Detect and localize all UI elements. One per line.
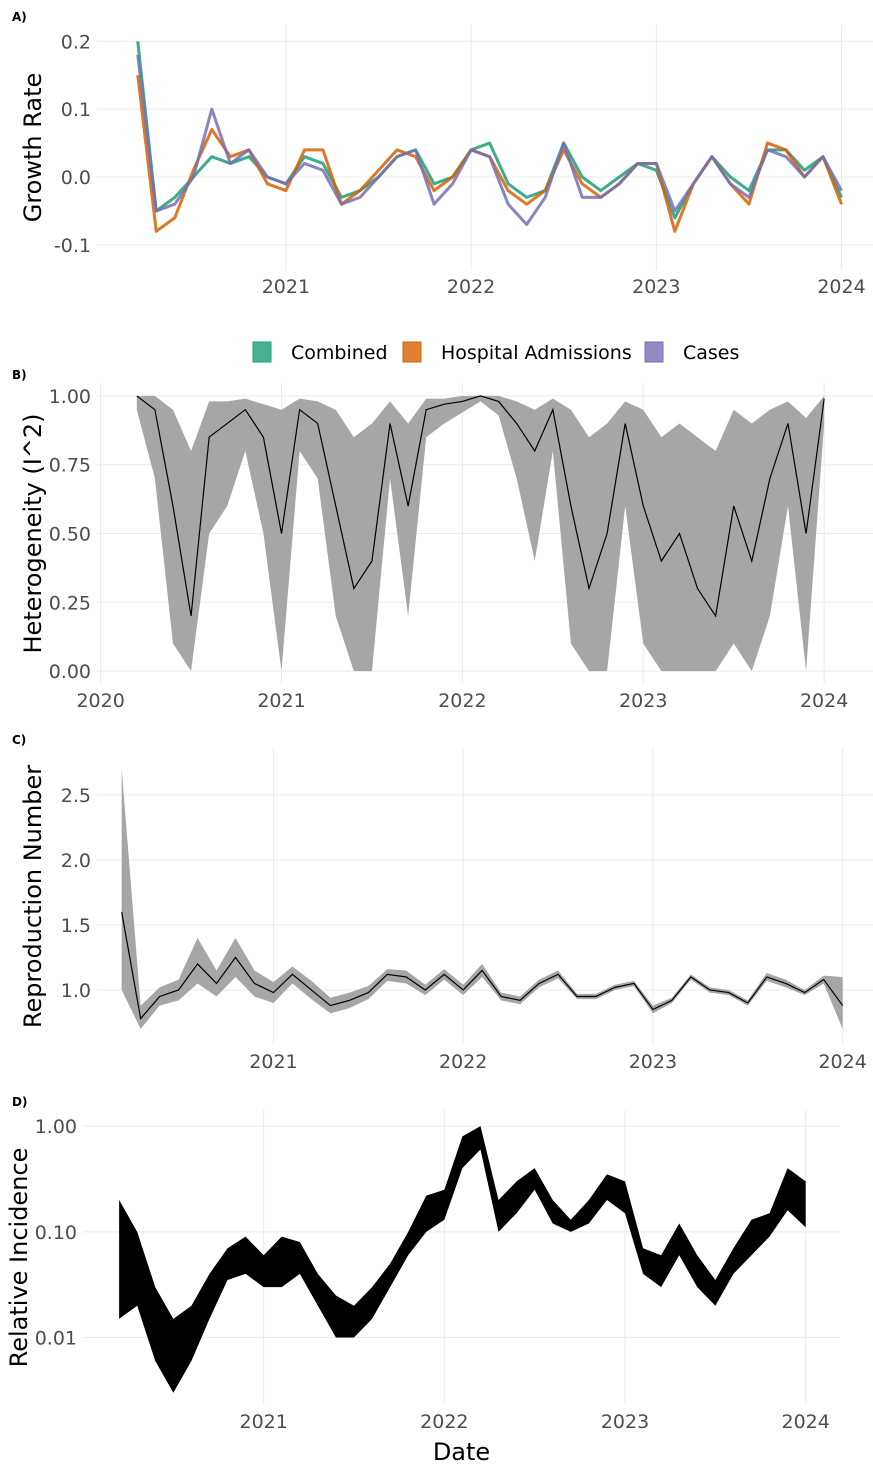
x-tick-label: 2023 bbox=[601, 1411, 649, 1433]
x-tick-label: 2023 bbox=[629, 1051, 677, 1073]
y-tick-label: 0.25 bbox=[49, 592, 91, 614]
y-tick-label: 2.0 bbox=[61, 850, 91, 872]
ribbon bbox=[136, 395, 825, 672]
y-axis-title: Relative Incidence bbox=[5, 1148, 33, 1368]
y-axis-title: Reproduction Number bbox=[19, 765, 47, 1028]
x-tick-label: 2022 bbox=[439, 1051, 487, 1073]
ribbon bbox=[121, 768, 843, 1029]
y-tick-label: 0.75 bbox=[49, 455, 91, 477]
x-tick-label: 2024 bbox=[817, 276, 865, 298]
y-tick-label: 0.01 bbox=[35, 1328, 77, 1350]
x-tick-label: 2021 bbox=[249, 1051, 297, 1073]
y-tick-label: 1.5 bbox=[61, 915, 91, 937]
legend-swatch bbox=[644, 341, 664, 363]
ribbon bbox=[119, 1126, 806, 1393]
x-tick-label: 2024 bbox=[818, 1051, 866, 1073]
x-tick-label: 2022 bbox=[447, 276, 495, 298]
y-tick-label: -0.1 bbox=[54, 235, 91, 257]
x-tick-label: 2022 bbox=[420, 1411, 468, 1433]
x-tick-label: 2020 bbox=[76, 690, 124, 712]
estimate-line bbox=[136, 395, 825, 618]
x-tick-label: 2023 bbox=[619, 690, 667, 712]
legend-swatch bbox=[252, 341, 272, 363]
x-tick-label: 2023 bbox=[632, 276, 680, 298]
y-tick-label: 0.1 bbox=[61, 99, 91, 121]
y-tick-label: 0.00 bbox=[49, 661, 91, 683]
y-axis-title: Heterogeneity (I^2) bbox=[19, 413, 47, 653]
panel-label: D) bbox=[12, 1095, 27, 1109]
x-tick-label: 2024 bbox=[800, 690, 848, 712]
panel-label: B) bbox=[12, 368, 27, 382]
panel: 1.00 0.75 0.50 0.25 0.00 2020 2021 2022 2023 2024… bbox=[12, 368, 873, 712]
estimate-line bbox=[121, 911, 844, 1020]
panel-label: A) bbox=[12, 10, 27, 24]
legend-label: Combined bbox=[291, 342, 388, 364]
y-tick-label: 1.00 bbox=[49, 386, 91, 408]
panel-label: C) bbox=[12, 733, 26, 747]
x-tick-label: 2021 bbox=[262, 276, 310, 298]
panel: 2.5 2.0 1.5 1.0 2021 2022 2023 2024 C) Reproducti… bbox=[12, 733, 873, 1073]
legend-label: Hospital Admissions bbox=[441, 342, 632, 364]
x-tick-label: 2024 bbox=[781, 1411, 829, 1433]
y-tick-label: 2.5 bbox=[61, 785, 91, 807]
panel: 1.00 0.10 0.01 2021 2022 2023 2024 D) Relative I… bbox=[5, 1095, 840, 1465]
panel: 0.2 0.1 0.0 -0.1 2021 2022 2023 2024 A) Growth Ra… bbox=[12, 10, 873, 298]
y-tick-label: 0.50 bbox=[49, 524, 91, 546]
y-tick-label: 0.10 bbox=[35, 1222, 77, 1244]
x-tick-label: 2021 bbox=[239, 1411, 287, 1433]
legend-label: Cases bbox=[683, 342, 739, 364]
y-axis-title: Growth Rate bbox=[19, 73, 47, 223]
y-tick-label: 1.00 bbox=[35, 1116, 77, 1138]
legend: Combined Hospital Admissions Cases bbox=[252, 341, 739, 364]
x-tick-label: 2022 bbox=[438, 690, 486, 712]
y-tick-label: 0.2 bbox=[61, 31, 91, 53]
x-tick-label: 2021 bbox=[257, 690, 305, 712]
y-tick-label: 0.0 bbox=[61, 167, 91, 189]
y-tick-label: 1.0 bbox=[61, 980, 91, 1002]
legend-swatch bbox=[402, 341, 422, 363]
series-line bbox=[136, 54, 843, 227]
x-axis-title: Date bbox=[433, 1438, 490, 1465]
